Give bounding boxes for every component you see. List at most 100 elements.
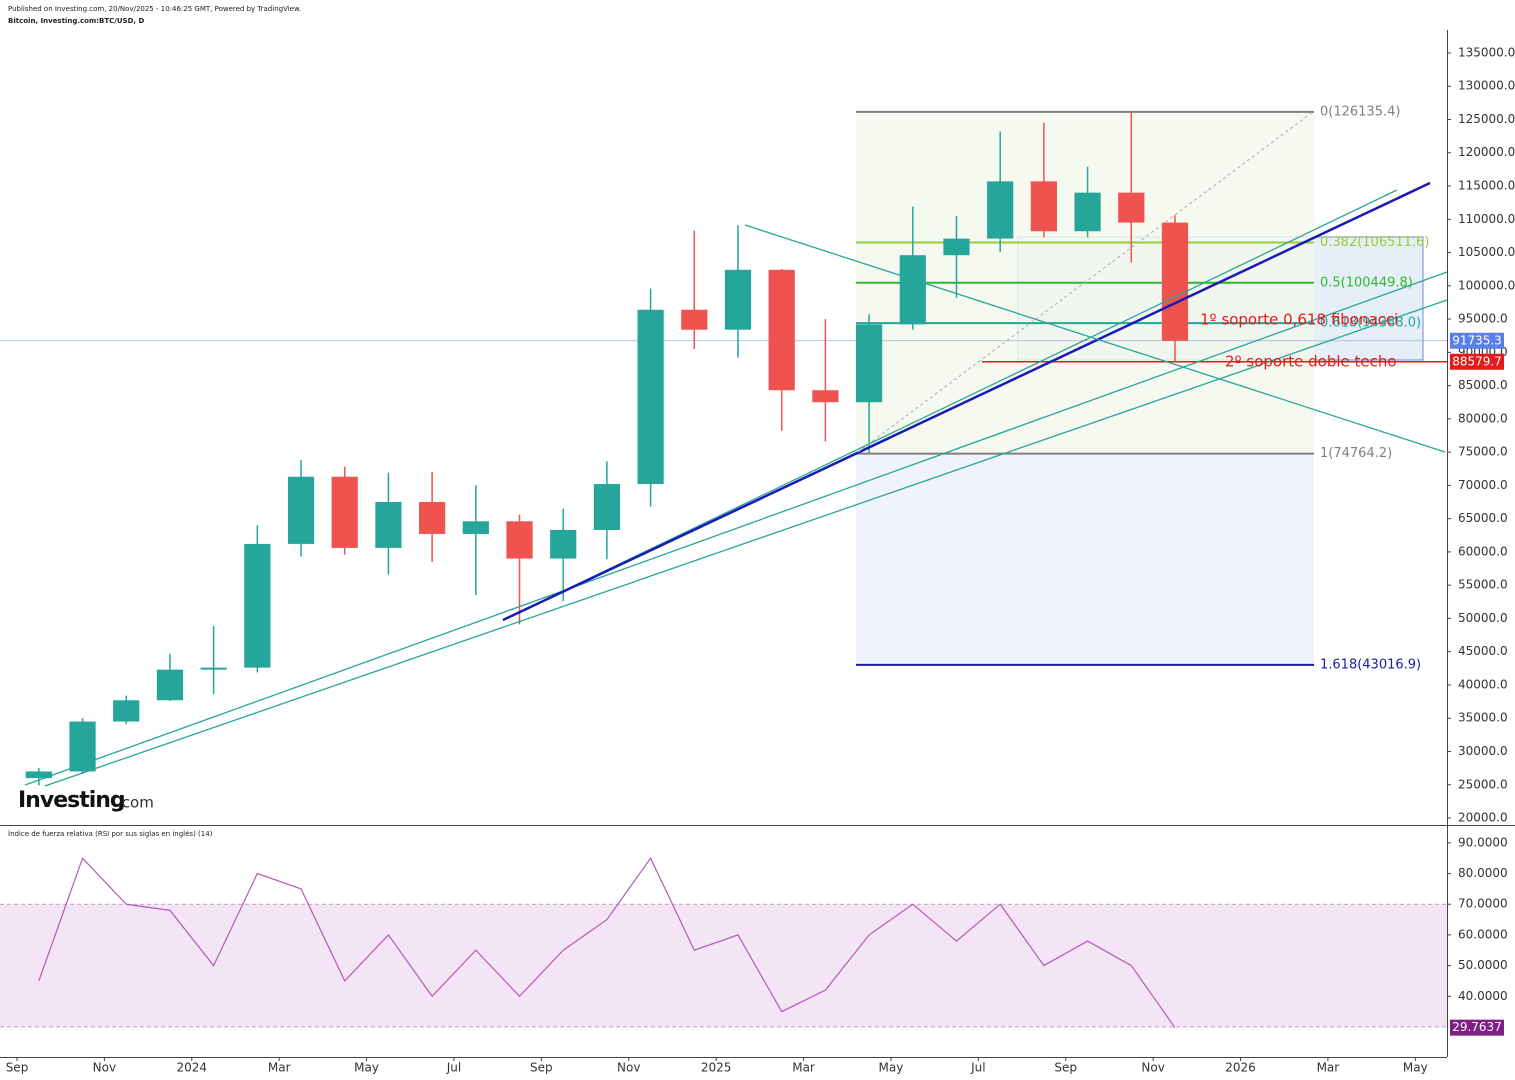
candle <box>200 625 227 695</box>
candle-body <box>25 771 52 779</box>
rsi-band <box>0 904 1447 1027</box>
y-tick-label: 40000.0 <box>1458 677 1508 691</box>
candle <box>1074 166 1101 238</box>
y-tick-label: 45000.0 <box>1458 644 1508 658</box>
y-tick-label: 40.0000 <box>1458 989 1508 1003</box>
x-tick-label: 2025 <box>701 1061 732 1075</box>
candle-body <box>375 502 402 548</box>
candle-body <box>681 309 708 330</box>
candle-body <box>1118 192 1145 223</box>
candle-body <box>724 269 752 330</box>
x-tick-label: Sep <box>1054 1061 1077 1075</box>
x-tick-label: Jul <box>446 1061 461 1075</box>
x-tick-label: Nov <box>617 1061 640 1075</box>
y-tick-label: 65000.0 <box>1458 511 1508 525</box>
logo-suffix: .com <box>117 794 154 812</box>
candle <box>419 472 446 562</box>
candle <box>550 508 577 602</box>
candle-body <box>1161 222 1189 341</box>
y-tick-label: 75000.0 <box>1458 445 1508 459</box>
candle-body <box>506 521 533 559</box>
candle <box>287 460 315 557</box>
candle <box>855 314 883 454</box>
candle-body <box>156 669 184 701</box>
x-tick-label: Nov <box>93 1061 116 1075</box>
candle <box>1030 122 1057 238</box>
x-tick-label: Nov <box>1141 1061 1164 1075</box>
y-tick-label: 50000.0 <box>1458 611 1508 625</box>
fib-label: 0.618(94388.0) <box>1320 316 1421 331</box>
y-tick-label: 85000.0 <box>1458 378 1508 392</box>
y-tick-label: 55000.0 <box>1458 578 1508 592</box>
x-tick-label: Sep <box>6 1061 29 1075</box>
candle-body <box>899 255 926 325</box>
candle-body <box>943 238 970 256</box>
fib-label: 1(74764.2) <box>1320 446 1392 461</box>
last-price-label: 91735.3 <box>1452 333 1502 347</box>
candle <box>637 288 664 507</box>
candle-body <box>987 181 1014 239</box>
candle <box>156 653 184 701</box>
x-tick-label: May <box>879 1061 904 1075</box>
fib-extension-zone <box>856 453 1314 665</box>
candle-body <box>244 543 271 668</box>
candle-body <box>287 476 315 544</box>
y-tick-label: 120000.0 <box>1458 145 1515 159</box>
y-tick-label: 60.0000 <box>1458 927 1508 941</box>
x-tick-label: May <box>1403 1061 1428 1075</box>
candle-body <box>331 476 358 548</box>
x-tick-label: Jul <box>970 1061 985 1075</box>
support-price-box <box>1450 353 1504 370</box>
candle-body <box>812 390 839 403</box>
y-tick-label: 115000.0 <box>1458 179 1515 193</box>
y-tick-label: 130000.0 <box>1458 79 1515 93</box>
candle-body <box>637 309 664 485</box>
y-tick-label: 80000.0 <box>1458 411 1508 425</box>
y-tick-label: 100000.0 <box>1458 278 1515 292</box>
x-tick-label: 2026 <box>1225 1061 1256 1075</box>
y-tick-label: 110000.0 <box>1458 212 1515 226</box>
candle <box>768 269 795 431</box>
last-price-box <box>1450 332 1504 349</box>
x-tick-label: Mar <box>792 1061 815 1075</box>
fib-label: 1.618(43016.9) <box>1320 657 1421 672</box>
y-tick-label: 90.0000 <box>1458 835 1508 849</box>
candle-body <box>113 700 140 722</box>
x-tick-label: May <box>354 1061 379 1075</box>
support-price-label: 88579.7 <box>1452 354 1502 368</box>
candle-body <box>462 521 489 534</box>
x-tick-label: Mar <box>268 1061 291 1075</box>
candle <box>681 230 708 349</box>
candle <box>375 472 402 575</box>
rsi-line <box>38 857 1176 1029</box>
x-tick-label: Mar <box>1317 1061 1340 1075</box>
x-tick-label: 2024 <box>177 1061 208 1075</box>
candle <box>331 466 358 555</box>
y-tick-label: 125000.0 <box>1458 112 1515 126</box>
y-tick-label: 60000.0 <box>1458 544 1508 558</box>
candle <box>899 206 926 330</box>
candle-body <box>1074 192 1101 232</box>
candle-body <box>419 502 446 534</box>
rsi-value-box <box>1450 1019 1504 1036</box>
drawings <box>24 110 1448 787</box>
candle-body <box>1030 181 1057 232</box>
fib-label: 0(126135.4) <box>1320 104 1400 119</box>
candle <box>1161 215 1189 362</box>
y-tick-label: 80.0000 <box>1458 866 1508 880</box>
candle-body <box>855 324 883 403</box>
candle <box>593 461 621 560</box>
published-note: Published on Investing.com, 20/Nov/2025 … <box>8 5 301 13</box>
candle-body <box>768 269 795 391</box>
fib-label: 0.382(106511.6) <box>1320 235 1429 250</box>
candle <box>812 319 839 442</box>
candle-body <box>550 529 577 559</box>
y-tick-label: 105000.0 <box>1458 245 1515 259</box>
candle <box>244 525 271 673</box>
y-tick-label: 25000.0 <box>1458 777 1508 791</box>
rsi-title: Índice de fuerza relativa (RSI por sus s… <box>8 829 213 838</box>
candle-body <box>200 667 227 670</box>
y-tick-label: 70000.0 <box>1458 478 1508 492</box>
support-label: 2º soporte doble techo <box>1225 352 1397 370</box>
y-tick-label: 30000.0 <box>1458 744 1508 758</box>
